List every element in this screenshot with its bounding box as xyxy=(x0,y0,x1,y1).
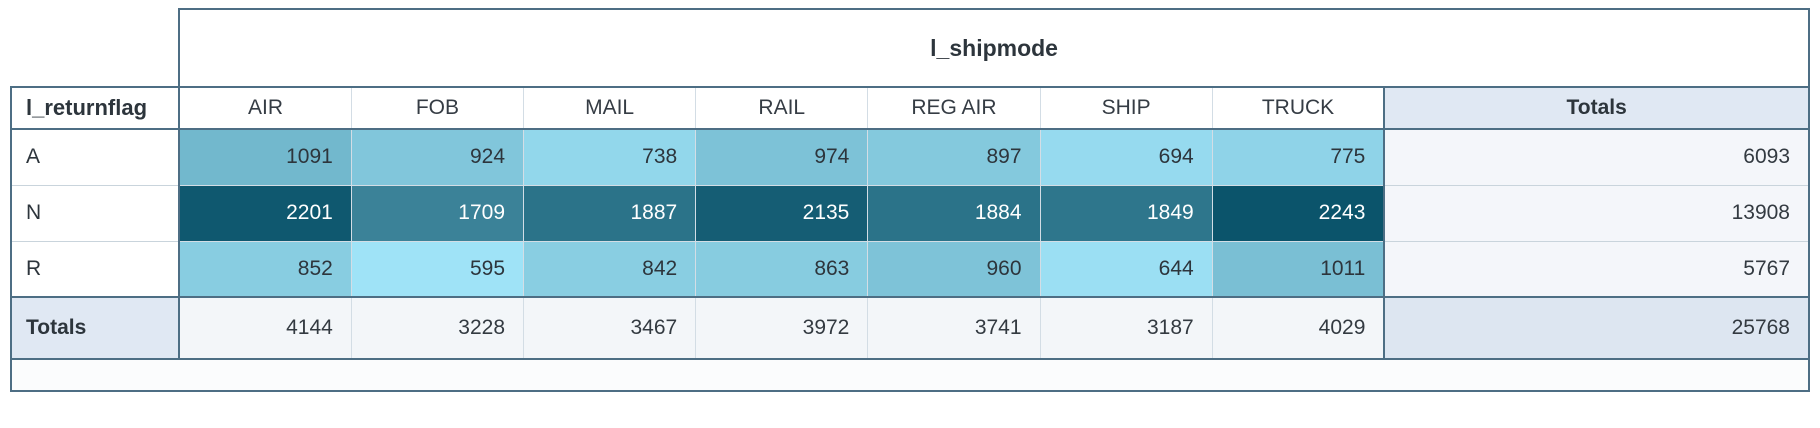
cell-a-rail[interactable]: 974 xyxy=(695,128,869,186)
cell-a-air[interactable]: 1091 xyxy=(178,128,352,186)
cell-n-ship[interactable]: 1849 xyxy=(1039,184,1213,242)
column-total-reg-air[interactable]: 3741 xyxy=(867,296,1041,360)
totals-row-header[interactable]: Totals xyxy=(9,296,181,360)
cell-a-reg-air[interactable]: 897 xyxy=(867,128,1041,186)
footer-strip xyxy=(10,358,1810,392)
column-header-rail[interactable]: RAIL xyxy=(695,86,869,130)
column-total-ship[interactable]: 3187 xyxy=(1039,296,1213,360)
cell-n-truck[interactable]: 2243 xyxy=(1211,184,1385,242)
pivot-row-r: R 852 595 842 863 960 644 1011 5767 xyxy=(9,240,1810,298)
cell-r-truck[interactable]: 1011 xyxy=(1211,240,1385,298)
cell-n-fob[interactable]: 1709 xyxy=(350,184,525,242)
cell-r-mail[interactable]: 842 xyxy=(523,240,697,298)
cell-r-reg-air[interactable]: 960 xyxy=(867,240,1041,298)
column-field-header: l_shipmode xyxy=(178,8,1810,88)
row-header-r[interactable]: R xyxy=(9,240,181,298)
row-total-r[interactable]: 5767 xyxy=(1383,240,1810,298)
column-total-fob[interactable]: 3228 xyxy=(350,296,525,360)
cell-a-ship[interactable]: 694 xyxy=(1039,128,1213,186)
cell-n-reg-air[interactable]: 1884 xyxy=(867,184,1041,242)
column-header-totals[interactable]: Totals xyxy=(1383,86,1810,130)
row-field-header: l_returnflag xyxy=(9,86,181,130)
row-header-n[interactable]: N xyxy=(9,184,181,242)
corner-blank-cell xyxy=(11,9,180,87)
cell-n-air[interactable]: 2201 xyxy=(178,184,352,242)
column-header-reg-air[interactable]: REG AIR xyxy=(867,86,1041,130)
cell-a-fob[interactable]: 924 xyxy=(350,128,525,186)
cell-r-air[interactable]: 852 xyxy=(178,240,352,298)
cell-r-fob[interactable]: 595 xyxy=(350,240,525,298)
column-header-truck[interactable]: TRUCK xyxy=(1211,86,1385,130)
column-header-mail[interactable]: MAIL xyxy=(523,86,697,130)
column-header-fob[interactable]: FOB xyxy=(350,86,525,130)
pivot-body: A 1091 924 738 974 897 694 775 6093 N 2201 1709 1887… xyxy=(9,128,1810,298)
cell-r-rail[interactable]: 863 xyxy=(695,240,869,298)
column-total-rail[interactable]: 3972 xyxy=(695,296,869,360)
cell-n-mail[interactable]: 1887 xyxy=(523,184,697,242)
totals-row: Totals 4144 3228 3467 3972 3741 3187 4029 25768 xyxy=(9,296,1810,360)
column-total-truck[interactable]: 4029 xyxy=(1211,296,1385,360)
grand-total[interactable]: 25768 xyxy=(1383,296,1810,360)
pivot-table-grid: l_shipmode l_returnflag AIR FOB MAIL RAIL RE… xyxy=(9,8,1810,392)
column-header-air[interactable]: AIR xyxy=(178,86,352,130)
pivot-row-n: N 2201 1709 1887 2135 1884 1849 2243 13908 xyxy=(9,184,1810,242)
cell-a-truck[interactable]: 775 xyxy=(1211,128,1385,186)
column-total-air[interactable]: 4144 xyxy=(178,296,352,360)
cell-a-mail[interactable]: 738 xyxy=(523,128,697,186)
row-total-n[interactable]: 13908 xyxy=(1383,184,1810,242)
column-header-ship[interactable]: SHIP xyxy=(1039,86,1213,130)
column-total-mail[interactable]: 3467 xyxy=(523,296,697,360)
column-field-row: l_shipmode xyxy=(11,8,1810,88)
column-headers-row: l_returnflag AIR FOB MAIL RAIL REG AIR SHIP TR… xyxy=(9,86,1810,130)
pivot-row-a: A 1091 924 738 974 897 694 775 6093 xyxy=(9,128,1810,186)
row-total-a[interactable]: 6093 xyxy=(1383,128,1810,186)
row-header-a[interactable]: A xyxy=(9,128,181,186)
footer-strip-cell xyxy=(10,358,1810,392)
cell-r-ship[interactable]: 644 xyxy=(1039,240,1213,298)
cell-n-rail[interactable]: 2135 xyxy=(695,184,869,242)
